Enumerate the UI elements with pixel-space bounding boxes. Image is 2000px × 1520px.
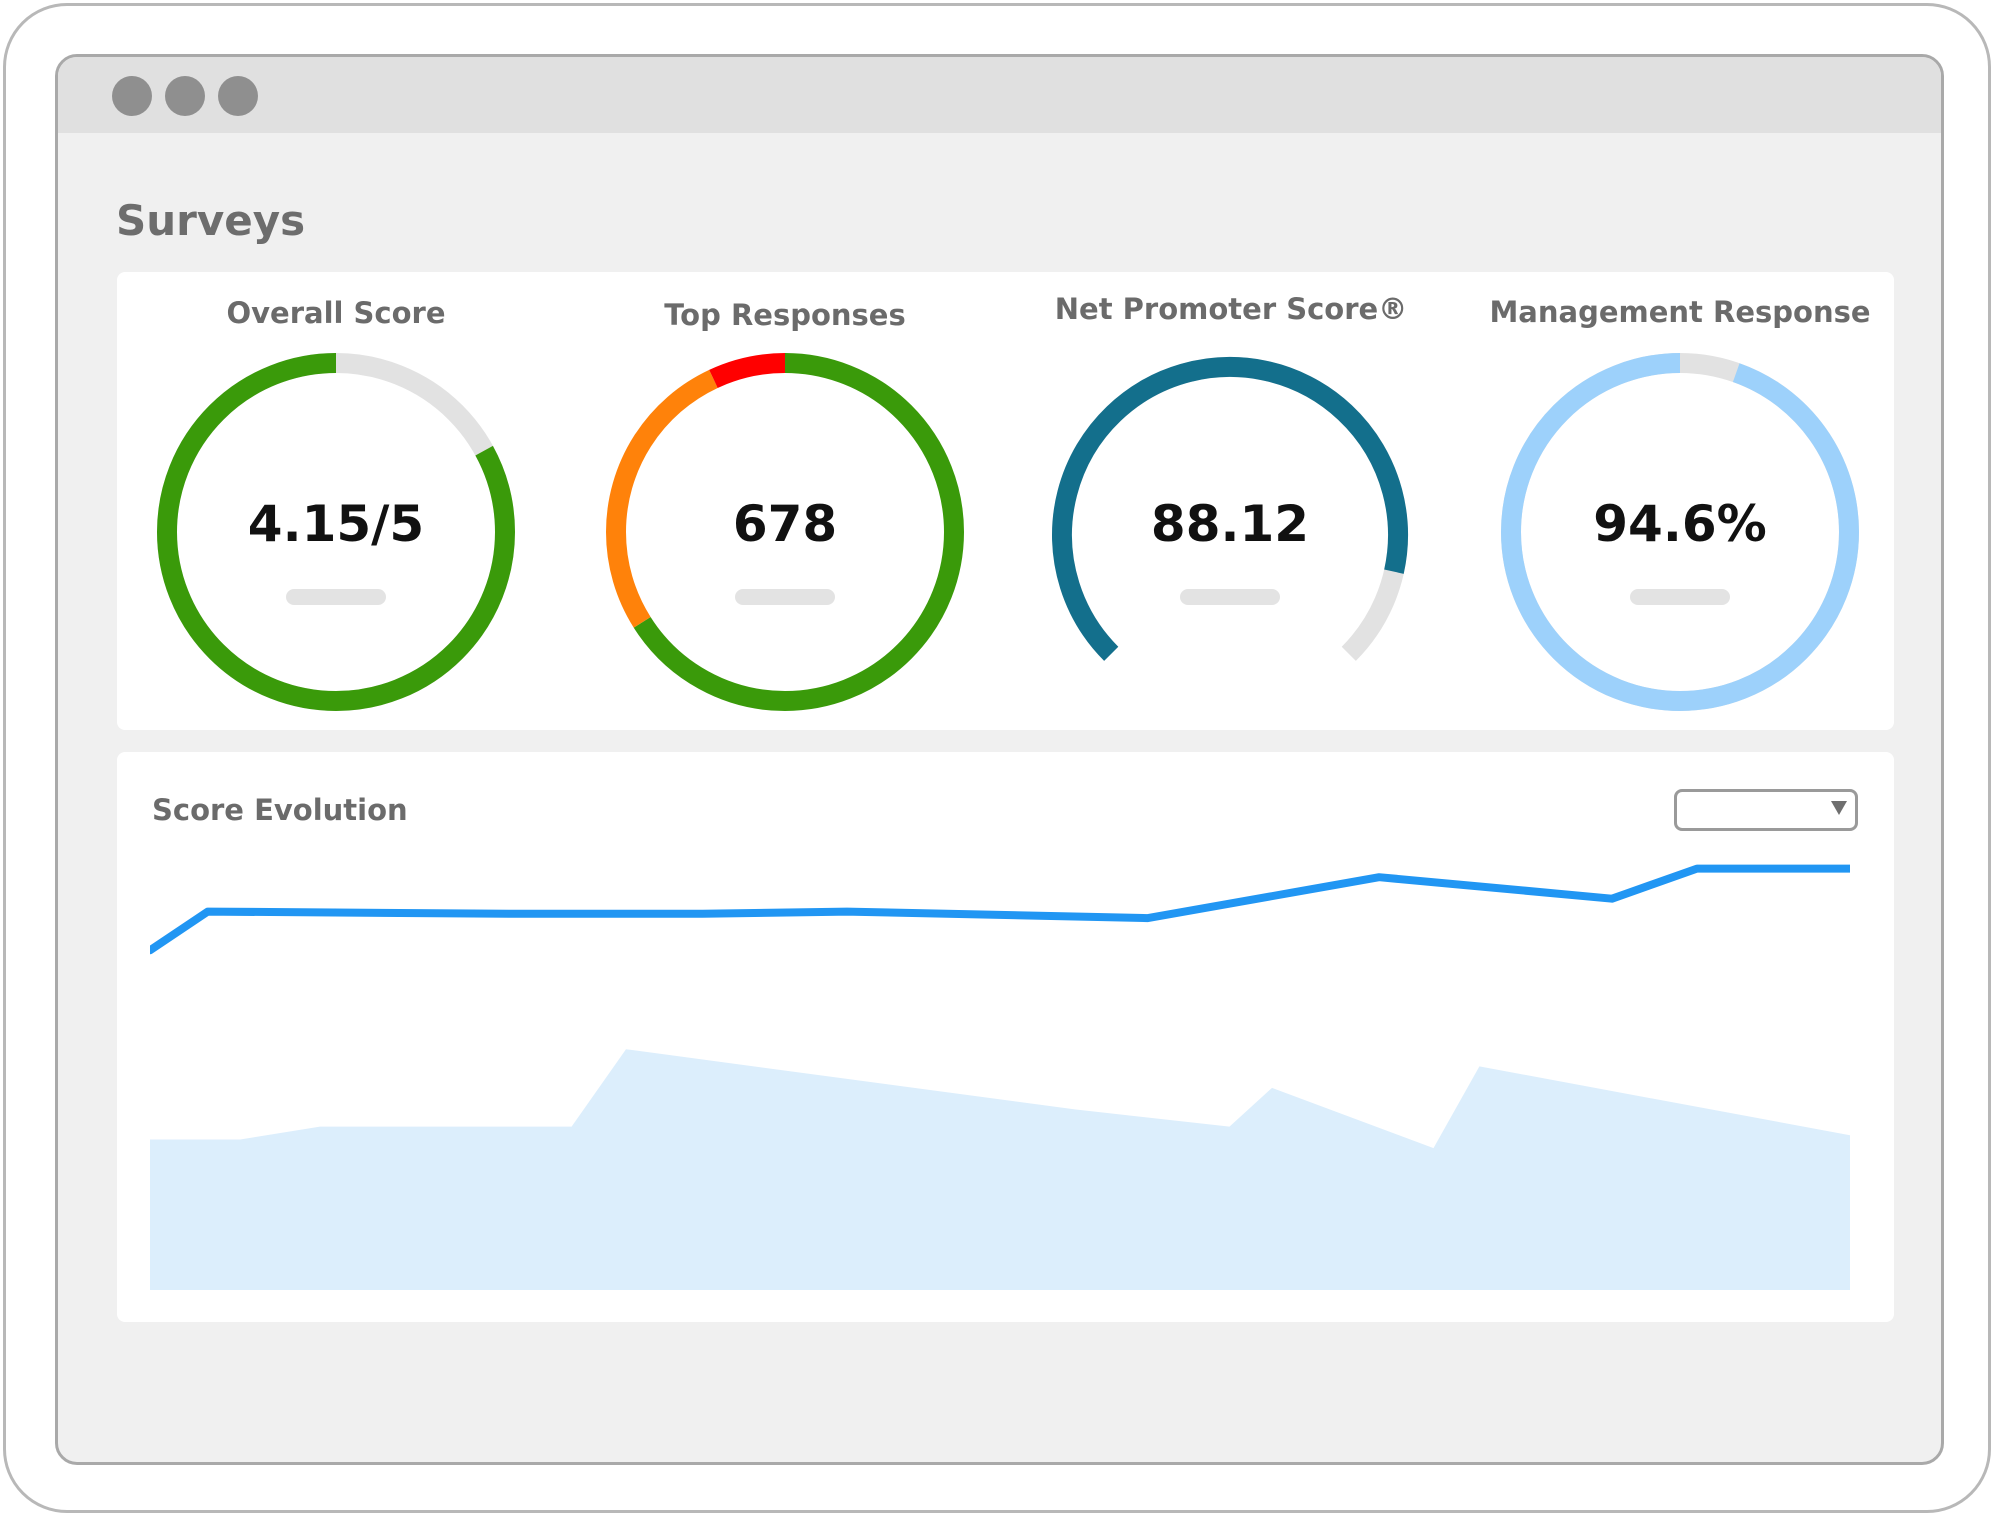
caret-down-icon[interactable] [1831, 801, 1847, 815]
kpi-card [117, 272, 1894, 730]
page-title: Surveys [116, 196, 306, 245]
gauge-segment [606, 353, 964, 711]
kpi-value-management-response: 94.6% [1593, 495, 1767, 553]
gauge-segment [606, 353, 964, 711]
period-dropdown[interactable] [1674, 789, 1858, 831]
overall-score-gauge [157, 353, 515, 711]
window-titlebar [58, 57, 1941, 133]
gauge-fill [157, 353, 515, 711]
kpi-value-net-promoter-score: 88.12 [1150, 495, 1310, 553]
kpi-placeholder-bar [735, 589, 835, 605]
gauge-fill [1052, 356, 1408, 661]
window-control-dot[interactable] [218, 76, 258, 116]
score-line [150, 864, 1850, 955]
kpi-placeholder-bar [286, 589, 386, 605]
score-evolution-chart [150, 864, 1850, 1290]
volume-area [150, 1049, 1850, 1290]
net-promoter-score-gauge [1052, 356, 1408, 661]
kpi-value-overall-score: 4.15/5 [247, 495, 425, 553]
kpi-placeholder-bar [1630, 589, 1730, 605]
management-response-gauge [1501, 353, 1859, 711]
kpi-title-overall-score: Overall Score [226, 296, 446, 330]
gauge-fill [1501, 353, 1859, 711]
window-control-dot[interactable] [165, 76, 205, 116]
kpi-placeholder-bar [1180, 589, 1280, 605]
window-control-dot[interactable] [112, 76, 152, 116]
score-evolution-title: Score Evolution [152, 793, 408, 827]
kpi-value-top-responses: 678 [732, 495, 838, 553]
top-responses-gauge [606, 353, 964, 711]
kpi-title-net-promoter-score: Net Promoter Score® [1054, 292, 1408, 326]
kpi-title-management-response: Management Response [1489, 295, 1871, 329]
kpi-title-top-responses: Top Responses [664, 298, 906, 332]
